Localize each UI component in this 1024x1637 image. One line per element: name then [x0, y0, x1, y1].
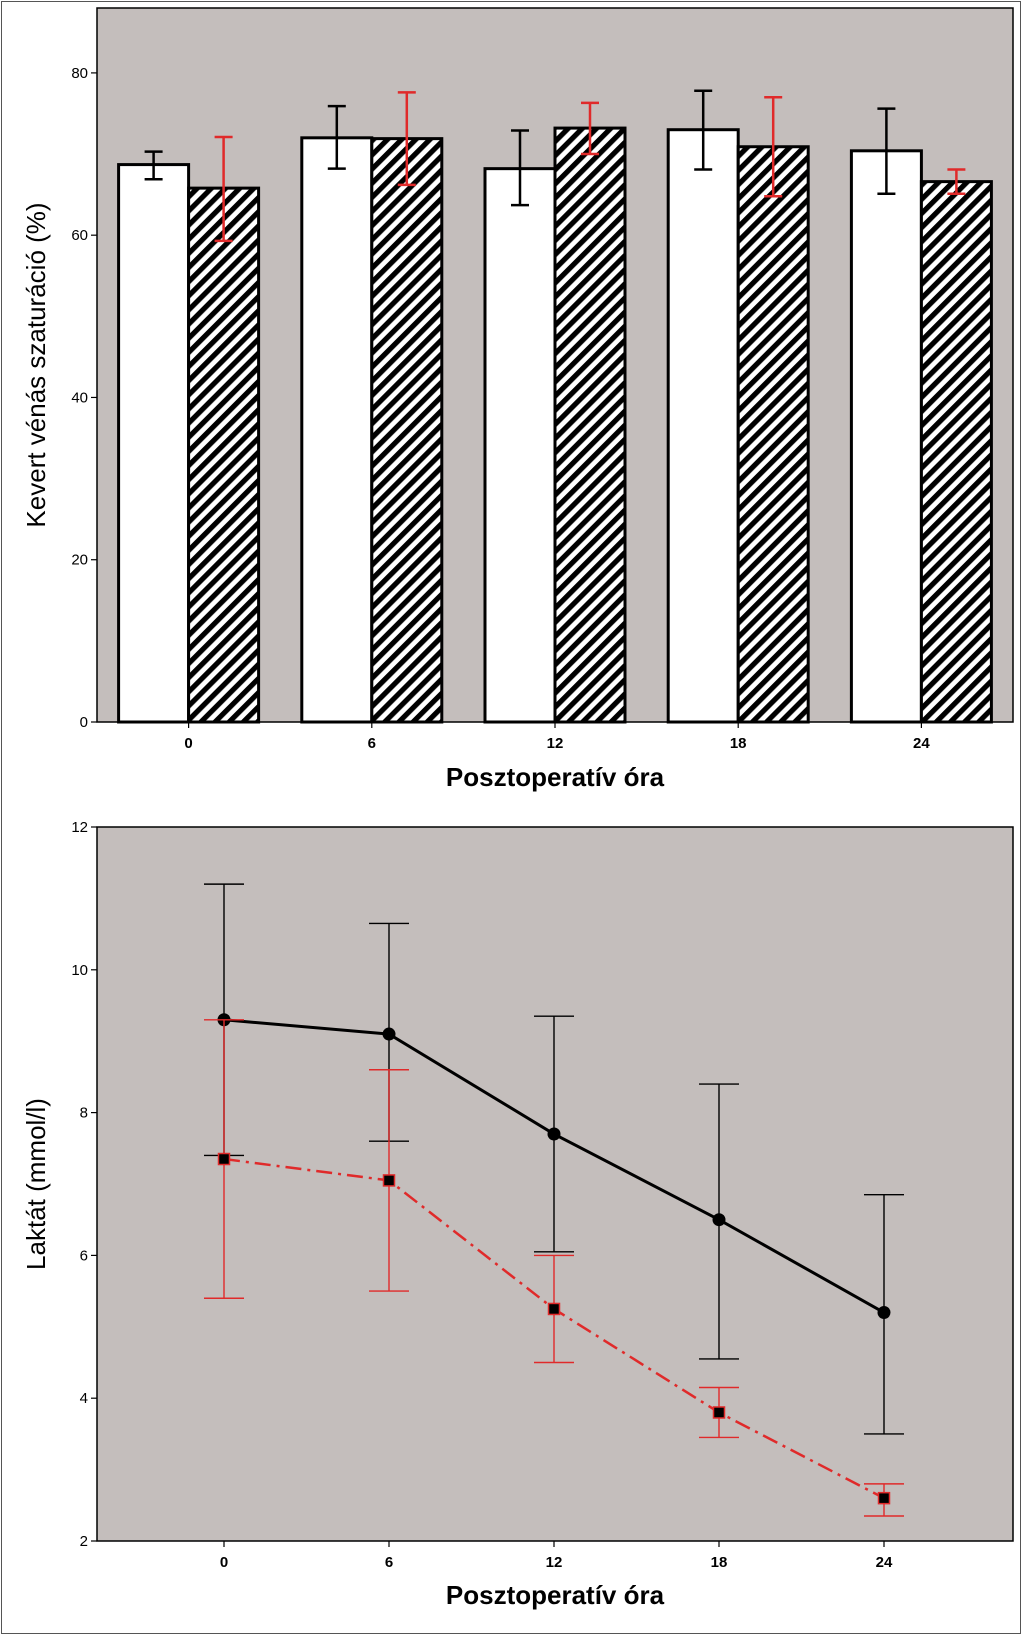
point-red-dashdot-square-6 [382, 1174, 396, 1187]
bar-hatched-6 [370, 137, 444, 724]
bar-hatched-0 [187, 186, 261, 724]
x-tick-label: 6 [368, 735, 376, 752]
bar-white-12 [483, 167, 557, 724]
x-tick-label: 18 [711, 1554, 728, 1571]
x-tick-label: 6 [385, 1554, 393, 1571]
y-tick-label: 6 [80, 1247, 88, 1264]
y-tick-label: 4 [80, 1390, 88, 1407]
x-tick-label: 24 [913, 735, 930, 752]
bar-hatched-24 [919, 180, 993, 724]
y-tick-label: 40 [71, 389, 88, 406]
point-red-dashdot-square-0 [217, 1152, 231, 1166]
saturation-y-axis-title: Kevert vénás szaturáció (%) [21, 202, 51, 527]
y-tick-label: 8 [80, 1105, 88, 1122]
y-tick-label: 60 [71, 227, 88, 244]
lactate-x-axis-title: Posztoperatív óra [446, 1580, 665, 1610]
point-black-solid-circle-12 [547, 1127, 561, 1141]
x-tick-label: 0 [184, 735, 192, 752]
bar-white-18 [666, 128, 740, 724]
lactate-y-axis-title: Laktát (mmol/l) [21, 1098, 51, 1270]
y-tick-label: 12 [71, 819, 88, 836]
x-tick-label: 12 [547, 735, 564, 752]
saturation-x-axis-title: Posztoperatív óra [446, 762, 665, 792]
bar-white-0 [117, 163, 191, 724]
point-red-dashdot-square-12 [547, 1302, 561, 1316]
bar-hatched-18 [736, 145, 810, 724]
y-tick-label: 80 [71, 65, 88, 82]
point-black-solid-circle-18 [712, 1213, 726, 1227]
bar-white-24 [849, 149, 923, 724]
y-tick-label: 2 [80, 1533, 88, 1550]
y-tick-label: 10 [71, 962, 88, 979]
x-tick-label: 18 [730, 735, 747, 752]
y-tick-label: 0 [80, 714, 88, 731]
point-black-solid-circle-24 [877, 1306, 891, 1320]
saturation-bar-chart: 0 6 12 18 24 0 20 40 60 80 Kevert vénás szaturáci… [21, 7, 1014, 792]
point-black-solid-circle-6 [382, 1027, 396, 1041]
bar-hatched-12 [553, 126, 627, 724]
point-red-dashdot-square-24 [877, 1491, 891, 1505]
x-tick-label: 0 [220, 1554, 228, 1571]
x-tick-label: 24 [876, 1554, 893, 1571]
point-red-dashdot-square-18 [712, 1406, 726, 1419]
y-tick-label: 20 [71, 552, 88, 569]
bar-white-6 [300, 136, 374, 724]
x-tick-label: 12 [546, 1554, 563, 1571]
lactate-plot-area [96, 826, 1014, 1542]
